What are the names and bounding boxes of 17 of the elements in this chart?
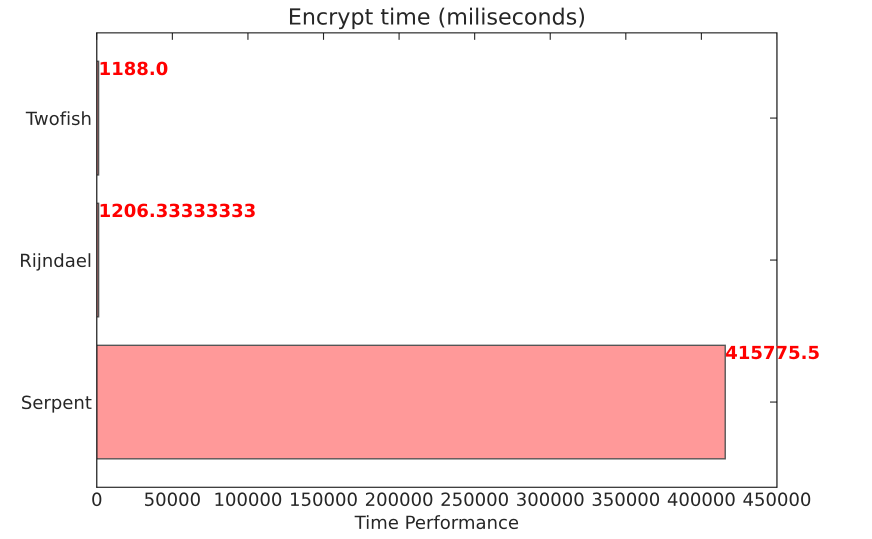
y-tick-label: Twofish: [26, 111, 90, 126]
x-tick-label: 350000: [592, 492, 660, 506]
x-axis-title: Time Performance: [354, 515, 518, 530]
x-tick-label: 450000: [743, 492, 810, 506]
y-tick-label: Rijndael: [21, 253, 90, 271]
x-tick-label: 100000: [215, 492, 282, 506]
x-tick-label: 250000: [442, 492, 508, 506]
x-tick-label: 50000: [145, 492, 200, 506]
x-tick-label: 150000: [291, 492, 357, 506]
x-tick-label: 300000: [517, 492, 584, 506]
y-tick-label: Serpent: [22, 396, 92, 413]
x-tick-label: 0: [92, 492, 102, 506]
chart-title: Encrypt time (miliseconds): [290, 8, 584, 30]
data-label: 1188.0: [100, 62, 168, 76]
x-tick-label: 400000: [668, 492, 735, 506]
x-tick-label: 200000: [366, 492, 432, 506]
data-label: 1206.33333333: [100, 204, 255, 218]
